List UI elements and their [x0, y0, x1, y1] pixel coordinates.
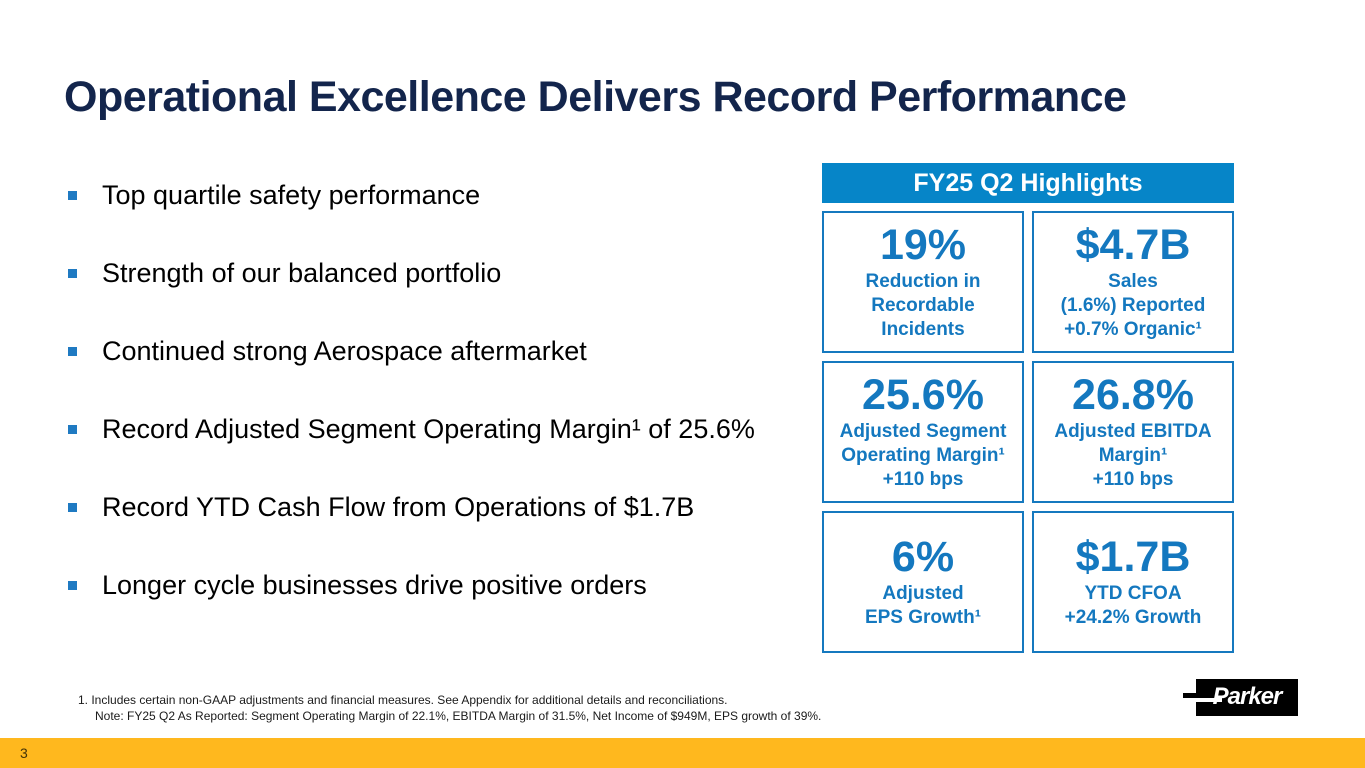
bullet-square-icon: [68, 425, 77, 434]
list-item: Longer cycle businesses drive positive o…: [68, 571, 808, 599]
stat-box-eps-growth: 6% Adjusted EPS Growth¹: [822, 511, 1024, 653]
stat-label: Adjusted EPS Growth¹: [864, 583, 982, 628]
list-item: Continued strong Aerospace aftermarket: [68, 337, 808, 365]
bullet-text: Longer cycle businesses drive positive o…: [102, 570, 647, 600]
bullet-text: Record Adjusted Segment Operating Margin…: [102, 414, 755, 444]
list-item: Record Adjusted Segment Operating Margin…: [68, 415, 808, 443]
stat-label: Adjusted Segment Operating Margin¹ +110 …: [839, 421, 1007, 490]
highlights-panel: FY25 Q2 Highlights 19% Reduction in Reco…: [822, 163, 1234, 653]
stat-value: 25.6%: [862, 371, 984, 419]
list-item: Record YTD Cash Flow from Operations of …: [68, 493, 808, 521]
bullet-text: Top quartile safety performance: [102, 180, 481, 210]
parker-logo: Parker: [1183, 679, 1298, 716]
footnote-line: 1. Includes certain non-GAAP adjustments…: [78, 693, 728, 707]
bullet-list: Top quartile safety performance Strength…: [68, 181, 808, 649]
stat-label: YTD CFOA +24.2% Growth: [1064, 583, 1202, 628]
stat-label: Sales (1.6%) Reported +0.7% Organic¹: [1060, 271, 1206, 340]
stat-label: Reduction in Recordable Incidents: [865, 271, 981, 340]
footnote-line: Note: FY25 Q2 As Reported: Segment Opera…: [95, 709, 822, 723]
stat-value: 19%: [879, 221, 967, 269]
bullet-square-icon: [68, 581, 77, 590]
stat-box-ytd-cfoa: $1.7B YTD CFOA +24.2% Growth: [1032, 511, 1234, 653]
bullet-square-icon: [68, 503, 77, 512]
parker-logo-slot: [1196, 698, 1222, 702]
footer-bar: 3: [0, 738, 1365, 768]
bullet-text: Continued strong Aerospace aftermarket: [102, 336, 587, 366]
bullet-text: Strength of our balanced portfolio: [102, 258, 502, 288]
stats-grid: 19% Reduction in Recordable Incidents $4…: [822, 211, 1234, 653]
bullet-text: Record YTD Cash Flow from Operations of …: [102, 492, 695, 522]
footnotes: 1. Includes certain non-GAAP adjustments…: [78, 692, 821, 724]
list-item: Top quartile safety performance: [68, 181, 808, 209]
bullet-square-icon: [68, 191, 77, 200]
stat-value: 26.8%: [1072, 371, 1194, 419]
stat-value: $1.7B: [1075, 533, 1191, 581]
stat-box-segment-operating-margin: 25.6% Adjusted Segment Operating Margin¹…: [822, 361, 1024, 503]
list-item: Strength of our balanced portfolio: [68, 259, 808, 287]
stat-box-sales: $4.7B Sales (1.6%) Reported +0.7% Organi…: [1032, 211, 1234, 353]
stat-value: $4.7B: [1075, 221, 1191, 269]
stat-label: Adjusted EBITDA Margin¹ +110 bps: [1054, 421, 1212, 490]
page-number: 3: [20, 745, 28, 761]
parker-logo-arm: [1183, 693, 1198, 698]
bullet-square-icon: [68, 347, 77, 356]
stat-box-ebitda-margin: 26.8% Adjusted EBITDA Margin¹ +110 bps: [1032, 361, 1234, 503]
stat-box-recordable-incidents: 19% Reduction in Recordable Incidents: [822, 211, 1024, 353]
stat-value: 6%: [891, 533, 955, 581]
page-title: Operational Excellence Delivers Record P…: [64, 72, 1127, 121]
bullet-square-icon: [68, 269, 77, 278]
highlights-header: FY25 Q2 Highlights: [822, 163, 1234, 203]
parker-logo-text: Parker: [1212, 683, 1283, 710]
